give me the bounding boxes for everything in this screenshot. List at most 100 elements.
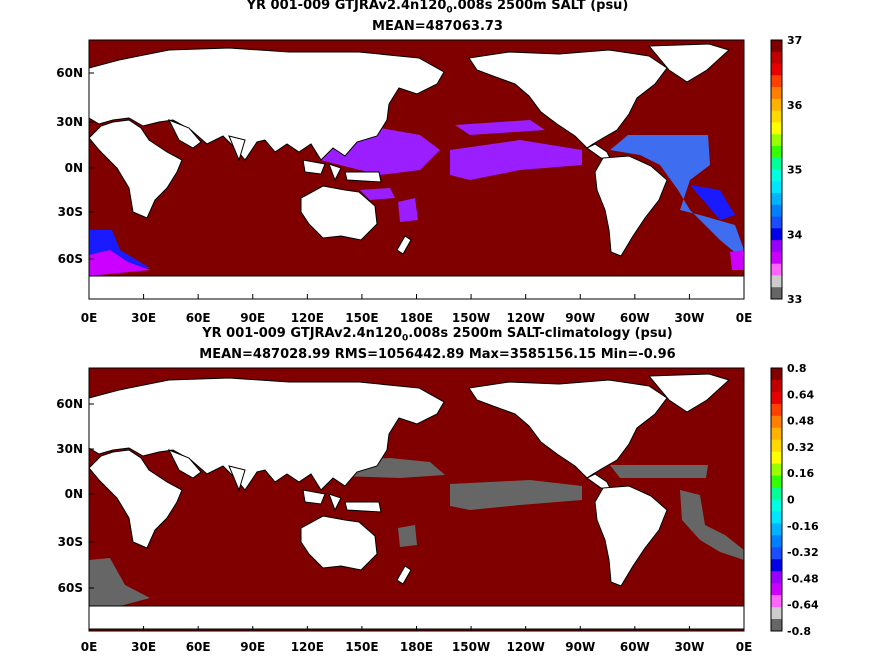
panel1-purple-coral: [360, 188, 395, 200]
panel1-colorbar-swatch: [771, 263, 782, 276]
panel1-colorbar-swatch: [771, 122, 782, 135]
panel2-y-tick-label: 0N: [65, 487, 83, 501]
panel2-colorbar-label: 0.16: [787, 467, 814, 480]
panel1-colorbar-swatch: [771, 204, 782, 218]
panel1-y-tick-label: 60S: [58, 252, 83, 266]
panel1-colorbar-swatch: [771, 40, 782, 53]
panel1-purple-npac: [455, 120, 545, 135]
panel2-colorbar-swatch: [771, 487, 782, 500]
panel2-colorbar-swatch: [771, 439, 782, 453]
panel1-title: YR 001-009 GTJRAv2.4n1200.008s 2500m SAL…: [0, 0, 875, 16]
panel1-colorbar-label: 36: [787, 99, 803, 112]
panel2-title: YR 001-009 GTJRAv2.4n1200.008s 2500m SAL…: [0, 326, 875, 344]
panel1-x-tick-label: 30W: [674, 311, 704, 325]
panel1-x-tick-label: 90E: [240, 311, 265, 325]
panel2-colorbar-frame: [770, 367, 783, 632]
panel2-subtitle: MEAN=487028.99 RMS=1056442.89 Max=358515…: [199, 347, 676, 362]
panel1-colorbar-swatch: [771, 251, 782, 265]
panel2-colorbar-swatch: [771, 391, 782, 405]
panel1-blue-dark-atl: [690, 185, 735, 220]
panel2-title-pre: YR 001-009 GTJRAv2.4n120: [202, 326, 403, 341]
panel1-y-tick-label: 30S: [58, 205, 83, 219]
panel1-colorbar-label: 34: [787, 228, 803, 241]
panel1-x-tick-label: 90W: [565, 311, 595, 325]
panel1-colorbar-swatch: [771, 157, 782, 170]
panel1-magenta-atl: [730, 250, 744, 270]
panel2-colorbar-swatch: [771, 451, 782, 465]
panel1-colorbar-swatch: [771, 275, 782, 288]
panel2-colorbar-swatch: [771, 619, 782, 632]
panel2-colorbar-label: -0.64: [787, 599, 819, 612]
panel1-colorbar-swatch: [771, 63, 782, 76]
panel2-y-tick-label: 30N: [56, 442, 83, 456]
panel1-colorbar-swatch: [771, 134, 782, 147]
panel1-colorbar: 37 36 35 34 33: [770, 34, 803, 306]
panel1-colorbar-swatch: [771, 216, 782, 229]
panel2-colorbar-swatch: [771, 427, 782, 441]
panel2-colorbar-swatch: [771, 571, 782, 584]
panel2-title-sub: 0: [402, 333, 409, 344]
panel1-colorbar-label: 33: [787, 293, 802, 306]
panel2-colorbar-swatch: [771, 547, 782, 560]
panel1-colorbar-swatch: [771, 193, 782, 206]
panel2-colorbar-swatch: [771, 463, 782, 477]
panel1-colorbar-swatch: [771, 110, 782, 123]
panel2-x-tick-label: 30W: [674, 640, 704, 654]
panel2-colorbar-label: 0.32: [787, 441, 814, 454]
panel2-y-ticks: 60N 30N 0N 30S 60S: [56, 397, 94, 595]
panel2-y-tick-label: 30S: [58, 535, 83, 549]
panel2-x-tick-label: 150W: [452, 640, 490, 654]
panel2-gray-natl: [610, 465, 708, 478]
panel2-colorbar-swatch: [771, 523, 782, 536]
panel1-x-tick-label: 120E: [291, 311, 324, 325]
panel1-magenta-so: [89, 250, 150, 276]
panel2-colorbar-label: -0.8: [787, 625, 811, 638]
panel2-gray-epac: [450, 480, 582, 510]
panel2-colorbar-label: -0.48: [787, 572, 819, 585]
panel2-title-post: .008s 2500m SALT-climatology (psu): [408, 326, 673, 341]
panel1-y-tick-label: 0N: [65, 161, 83, 175]
panel1-colorbar-swatch: [771, 169, 782, 182]
panel1-colorbar-swatch: [771, 98, 782, 112]
panel2-y-tick-label: 60N: [56, 397, 83, 411]
panel1-purple-tasman: [398, 198, 418, 222]
panel1-y-tick-label: 60N: [56, 66, 83, 80]
panel1-x-tick-label: 60W: [620, 311, 650, 325]
panel1-x-tick-label: 180E: [400, 311, 433, 325]
panel1-x-tick-label: 150E: [345, 311, 378, 325]
panel2-colorbar-label: 0: [787, 494, 795, 507]
panel2-x-tick-label: 180E: [400, 640, 433, 654]
panel1-y-ticks: 60N 30N 0N 30S 60S: [56, 66, 94, 266]
panel1-x-tick-label: 60E: [186, 311, 211, 325]
panel1-colorbar-swatch: [771, 228, 782, 241]
panel1-blue-atl: [610, 135, 744, 260]
panel1-title-pre: YR 001-009 GTJRAv2.4n120: [246, 0, 447, 13]
panel1-colorbar-swatch: [771, 75, 782, 88]
panel2-colorbar-swatch: [771, 379, 782, 393]
panel2-y-tick-label: 60S: [58, 581, 83, 595]
panel1-x-tick-label: 0E: [736, 311, 753, 325]
panel2-colorbar-swatch: [771, 595, 782, 608]
panel2-colorbar-swatch: [771, 607, 782, 620]
panel2-x-tick-label: 120E: [291, 640, 324, 654]
panel1-colorbar-frame: [770, 39, 783, 300]
panel2-colorbar-swatch: [771, 559, 782, 572]
panel2-colorbar-swatch: [771, 475, 782, 489]
panel1-colorbar-swatch: [771, 181, 782, 194]
panel1-x-ticks: 0E 30E 60E 90E 120E 150E 180E 150W 120W 90W 60W 30W…: [81, 294, 753, 325]
panel1-colorbar-label: 37: [787, 34, 802, 47]
panel2-gray-satl: [680, 490, 744, 560]
panel2-x-ticks: 0E 30E 60E 90E 120E 150E 180E 150W 120W 90W 60W 30W…: [81, 626, 753, 654]
panel2-colorbar-swatch: [771, 368, 782, 381]
panel1-x-tick-label: 150W: [452, 311, 490, 325]
panel2-colorbar-swatch: [771, 403, 782, 417]
panel1-colorbar-swatch: [771, 145, 782, 159]
panel2-colorbar-swatch: [771, 535, 782, 548]
panel1-purple-epac: [450, 140, 582, 180]
panel1-colorbar-swatch: [771, 240, 782, 253]
panel2-x-tick-label: 0E: [736, 640, 753, 654]
panel2-colorbar-label: 0.64: [787, 388, 814, 401]
panel2-x-tick-label: 90E: [240, 640, 265, 654]
panel1-colorbar-swatch: [771, 87, 782, 100]
